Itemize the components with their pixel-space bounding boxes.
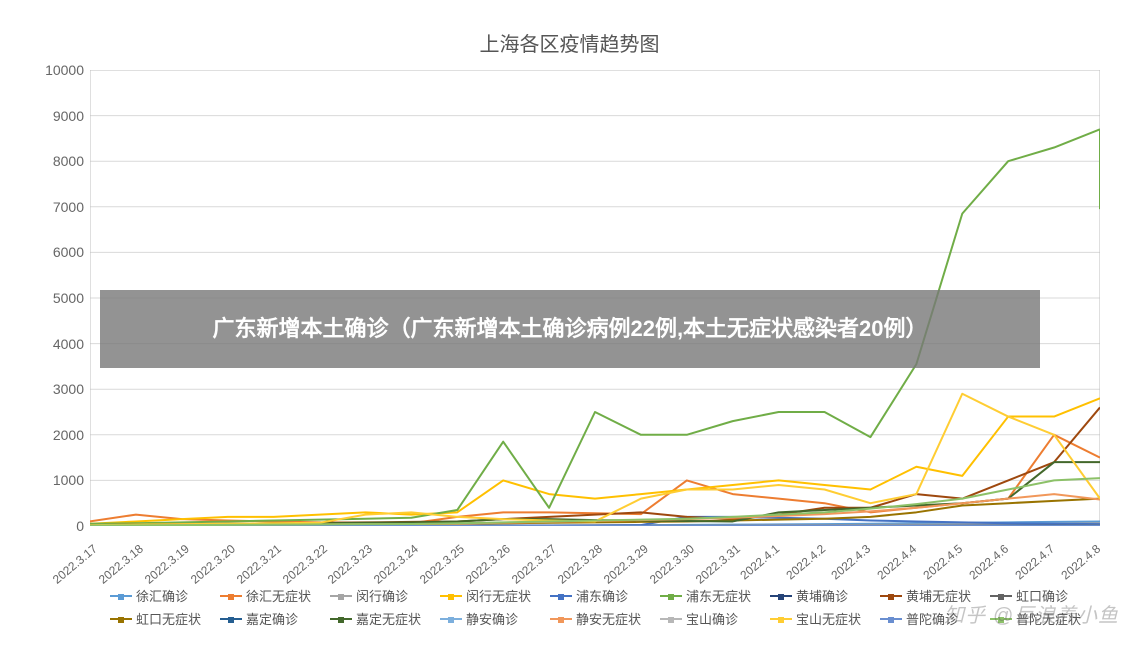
x-tick-label: 2022.4.2 (783, 542, 828, 583)
legend-label: 徐汇确诊 (136, 586, 188, 605)
x-tick-label: 2022.3.30 (647, 542, 697, 587)
legend-swatch (110, 618, 132, 620)
x-tick-label: 2022.4.3 (829, 542, 874, 583)
legend-item: 闵行无症状 (440, 586, 542, 605)
legend-swatch (440, 618, 462, 620)
legend-label: 虹口无症状 (136, 609, 201, 628)
y-tick-label: 10000 (45, 62, 84, 78)
x-tick-label: 2022.3.27 (509, 542, 559, 587)
legend-item: 嘉定无症状 (330, 609, 432, 628)
x-tick-label: 2022.3.23 (325, 542, 375, 587)
legend-swatch (660, 618, 682, 620)
legend-swatch (770, 595, 792, 597)
legend-label: 宝山确诊 (686, 609, 738, 628)
legend-swatch (440, 595, 462, 597)
legend-swatch (550, 595, 572, 597)
legend-item: 徐汇确诊 (110, 586, 212, 605)
x-tick-label: 2022.3.21 (234, 542, 284, 587)
legend-item: 黄埔确诊 (770, 586, 872, 605)
legend-item: 浦东无症状 (660, 586, 762, 605)
legend-swatch (770, 618, 792, 620)
watermark: 知乎 @巨浪养小鱼 (944, 599, 1119, 628)
legend-label: 浦东确诊 (576, 586, 628, 605)
legend-label: 静安确诊 (466, 609, 518, 628)
y-tick-label: 6000 (53, 244, 84, 260)
legend-swatch (330, 595, 352, 597)
y-tick-label: 9000 (53, 108, 84, 124)
legend-item: 静安无症状 (550, 609, 652, 628)
legend-label: 嘉定确诊 (246, 609, 298, 628)
x-tick-label: 2022.4.1 (737, 542, 782, 583)
chart-title: 上海各区疫情趋势图 (0, 28, 1139, 57)
legend-swatch (220, 595, 242, 597)
legend-swatch (660, 595, 682, 597)
y-tick-label: 4000 (53, 336, 84, 352)
x-tick-label: 2022.4.5 (921, 542, 966, 583)
x-tick-label: 2022.3.24 (371, 542, 421, 587)
y-tick-label: 3000 (53, 381, 84, 397)
legend-item: 闵行确诊 (330, 586, 432, 605)
x-tick-label: 2022.4.8 (1058, 542, 1103, 583)
legend-swatch (110, 595, 132, 597)
x-tick-label: 2022.4.6 (967, 542, 1012, 583)
y-tick-label: 2000 (53, 427, 84, 443)
x-tick-label: 2022.3.20 (188, 542, 238, 587)
legend-swatch (880, 595, 902, 597)
y-tick-label: 0 (76, 518, 84, 534)
legend-swatch (550, 618, 572, 620)
legend-label: 闵行确诊 (356, 586, 408, 605)
x-tick-label: 2022.3.31 (693, 542, 743, 587)
legend-item: 徐汇无症状 (220, 586, 322, 605)
legend-item: 虹口无症状 (110, 609, 212, 628)
x-tick-label: 2022.3.17 (50, 542, 100, 587)
legend-item: 宝山无症状 (770, 609, 872, 628)
legend-swatch (220, 618, 242, 620)
legend-swatch (330, 618, 352, 620)
overlay-banner: 广东新增本土确诊（广东新增本土确诊病例22例,本土无症状感染者20例） (100, 290, 1040, 368)
legend-label: 浦东无症状 (686, 586, 751, 605)
legend-label: 黄埔确诊 (796, 586, 848, 605)
legend-swatch (880, 618, 902, 620)
y-tick-label: 5000 (53, 290, 84, 306)
y-tick-label: 1000 (53, 472, 84, 488)
x-tick-label: 2022.4.7 (1013, 542, 1058, 583)
x-tick-label: 2022.3.25 (417, 542, 467, 587)
legend-item: 嘉定确诊 (220, 609, 322, 628)
legend-label: 静安无症状 (576, 609, 641, 628)
legend-item: 宝山确诊 (660, 609, 762, 628)
legend-label: 徐汇无症状 (246, 586, 311, 605)
legend-label: 闵行无症状 (466, 586, 531, 605)
x-tick-label: 2022.3.22 (280, 542, 330, 587)
x-tick-label: 2022.3.26 (463, 542, 513, 587)
legend-item: 静安确诊 (440, 609, 542, 628)
x-tick-label: 2022.3.19 (142, 542, 192, 587)
legend-swatch (990, 595, 1012, 597)
legend-label: 宝山无症状 (796, 609, 861, 628)
x-tick-label: 2022.3.29 (601, 542, 651, 587)
x-tick-label: 2022.3.28 (555, 542, 605, 587)
y-tick-label: 8000 (53, 153, 84, 169)
x-tick-label: 2022.3.18 (96, 542, 146, 587)
chart-container: 上海各区疫情趋势图 0 1000 2000 3000 4000 5000 6000 7000 8… (0, 0, 1139, 658)
x-tick-label: 2022.4.4 (875, 542, 920, 583)
legend-label: 嘉定无症状 (356, 609, 421, 628)
legend-item: 浦东确诊 (550, 586, 652, 605)
y-tick-label: 7000 (53, 199, 84, 215)
